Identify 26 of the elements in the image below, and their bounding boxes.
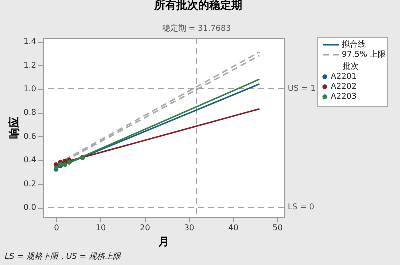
ref-line-label: 稳定期 = 31.7683 — [162, 24, 232, 33]
y-tick-label: 1.0 — [24, 84, 36, 94]
legend-label: 拟合线 — [342, 40, 366, 49]
x-tick-label: 10 — [96, 224, 106, 232]
x-tick-label: 50 — [272, 224, 283, 232]
legend-label: A2203 — [331, 92, 357, 101]
x-tick-label: 30 — [184, 224, 195, 232]
x-axis-title: 月 — [158, 236, 170, 248]
x-tick-label: 40 — [228, 224, 239, 232]
text: LS = 规格下限，US = 规格上限 — [5, 252, 122, 261]
y-tick-label: 1.2 — [24, 60, 36, 70]
ref-line-label: LS = 0 — [288, 202, 314, 212]
y-tick-label: 0.2 — [24, 179, 36, 188]
y-tick-label: 0.0 — [24, 203, 36, 212]
x-tick-label: 0 — [54, 224, 60, 232]
y-tick-label: 0.8 — [24, 108, 36, 118]
y-axis-title: 响应 — [8, 117, 21, 139]
legend-label: A2202 — [331, 82, 357, 91]
y-tick-label: 0.4 — [24, 156, 36, 165]
legend-title: 批次 — [343, 62, 359, 71]
y-tick-label: 0.6 — [24, 132, 36, 141]
legend-label: A2201 — [331, 72, 357, 81]
y-tick-label: 1.4 — [24, 37, 36, 46]
legend-label: 97.5% 上限 — [342, 50, 386, 59]
x-tick-label: 20 — [140, 224, 150, 232]
ref-line-label: US = 1 — [288, 84, 316, 93]
